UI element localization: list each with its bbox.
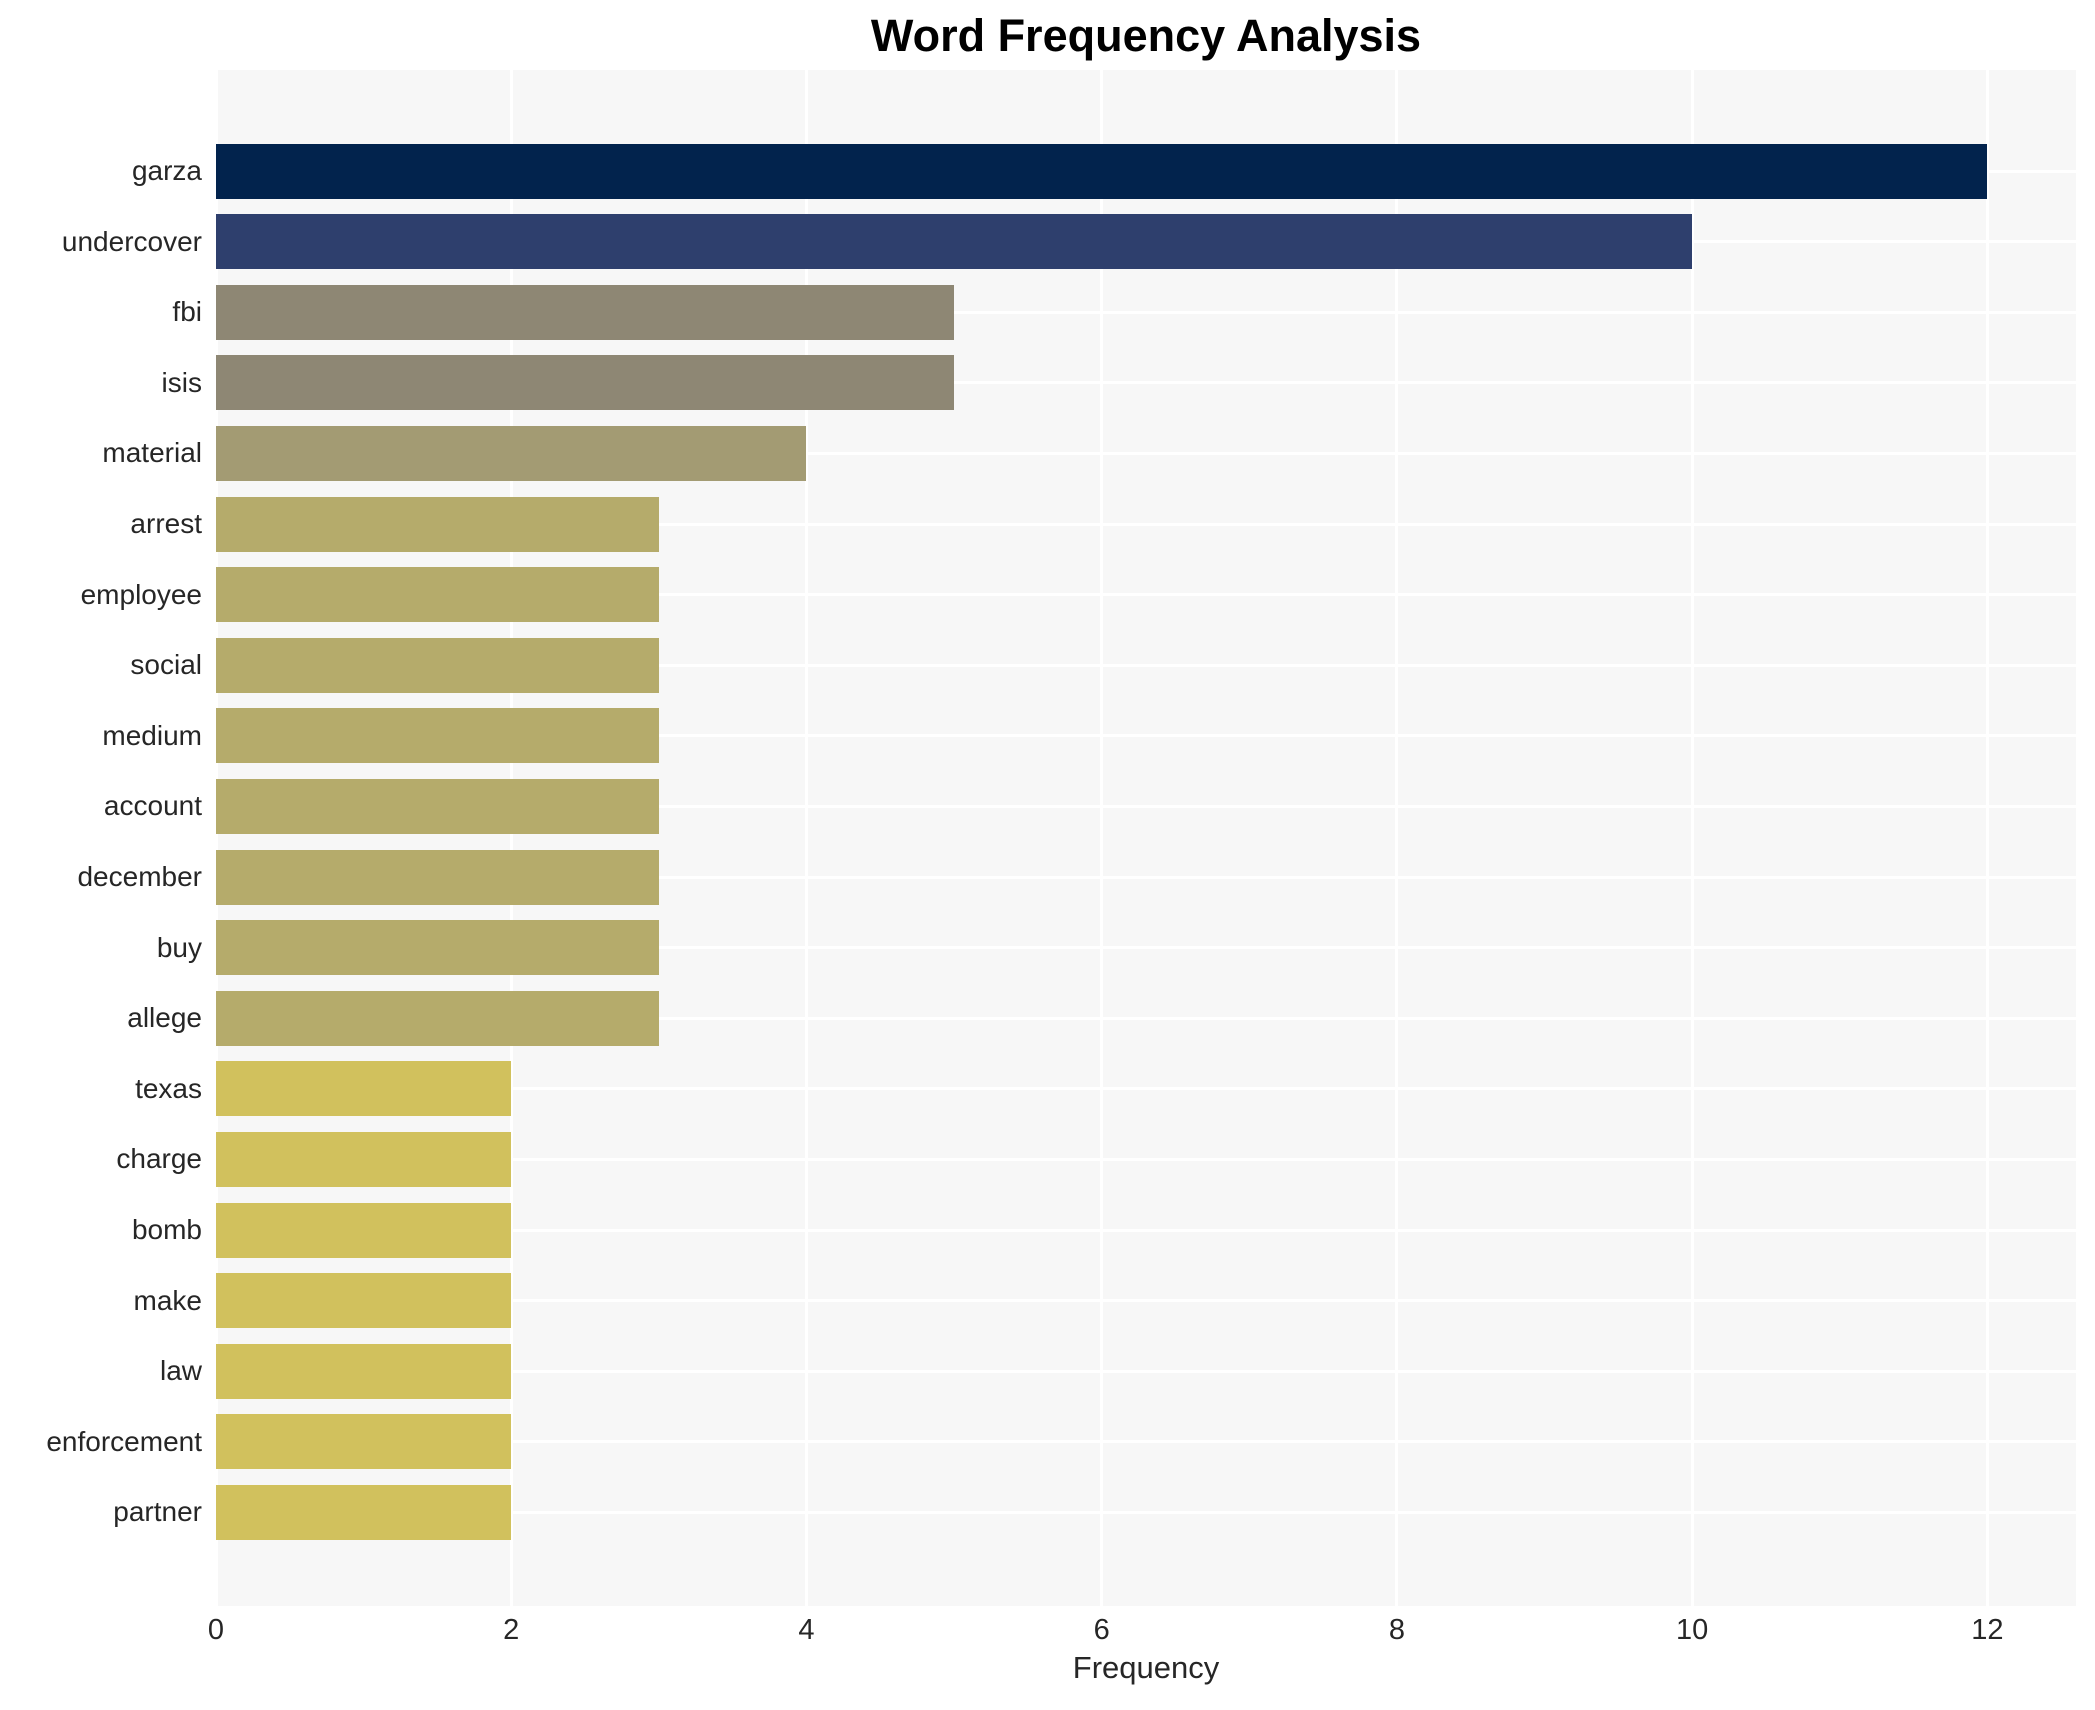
bar-charge <box>216 1131 512 1187</box>
v-gridline <box>1985 70 1989 1606</box>
v-gridline <box>1100 70 1104 1606</box>
h-gridline <box>216 1440 2076 1444</box>
bar-isis <box>216 355 955 411</box>
x-tick-label: 10 <box>1676 1614 1709 1646</box>
y-tick-label: garza <box>131 155 202 186</box>
y-tick-label: medium <box>102 719 202 751</box>
h-gridline <box>216 1157 2076 1161</box>
x-tick-label: 4 <box>798 1614 815 1646</box>
y-tick-label: fbi <box>172 296 202 328</box>
x-tick-label: 6 <box>1093 1614 1110 1646</box>
h-gridline <box>216 663 2076 667</box>
y-tick-label: social <box>130 649 202 681</box>
h-gridline <box>216 310 2076 314</box>
bar-make <box>216 1273 512 1329</box>
bar-enforcement <box>216 1414 512 1470</box>
v-gridline <box>1395 70 1399 1606</box>
y-tick-label: partner <box>113 1496 202 1528</box>
bar-undercover <box>216 214 1693 270</box>
h-gridline <box>216 593 2076 597</box>
bar-law <box>216 1343 512 1399</box>
y-tick-label: law <box>159 1355 202 1387</box>
y-tick-label: isis <box>161 366 202 398</box>
bar-arrest <box>216 496 659 552</box>
bar-social <box>216 637 659 693</box>
v-gridline <box>804 70 808 1606</box>
v-gridline <box>216 70 218 1606</box>
y-tick-label: enforcement <box>46 1425 202 1457</box>
h-gridline <box>216 381 2076 385</box>
h-gridline <box>216 1228 2076 1232</box>
h-gridline <box>216 1087 2076 1091</box>
h-gridline <box>216 1510 2076 1514</box>
bar-fbi <box>216 284 955 340</box>
bar-account <box>216 778 659 834</box>
h-gridline <box>216 1299 2076 1303</box>
chart-title: Word Frequency Analysis <box>870 10 1422 61</box>
plot-area <box>216 70 2076 1606</box>
bar-medium <box>216 708 659 764</box>
bar-buy <box>216 920 659 976</box>
y-tick-label: december <box>77 861 202 892</box>
h-gridline <box>216 1016 2076 1020</box>
bar-partner <box>216 1484 512 1540</box>
y-tick-label: undercover <box>61 225 202 257</box>
v-gridline <box>509 70 513 1606</box>
y-tick-label: buy <box>156 931 202 963</box>
bar-bomb <box>216 1202 512 1258</box>
bar-december <box>216 849 659 905</box>
x-tick-label: 0 <box>207 1614 225 1646</box>
y-tick-label: make <box>133 1284 202 1316</box>
y-tick-label: bomb <box>131 1214 202 1245</box>
h-gridline <box>216 875 2076 879</box>
y-tick-label: arrest <box>130 508 202 539</box>
x-axis-title: Frequency <box>1072 1650 1220 1685</box>
y-tick-label: allege <box>127 1002 202 1034</box>
x-tick-label: 2 <box>503 1614 520 1646</box>
y-tick-label: account <box>103 790 202 822</box>
v-gridline <box>1690 70 1694 1606</box>
bar-texas <box>216 1061 512 1117</box>
x-tick-label: 8 <box>1388 1614 1406 1646</box>
h-gridline <box>216 946 2076 950</box>
h-gridline <box>216 804 2076 808</box>
x-tick-label: 12 <box>1971 1614 2004 1646</box>
y-tick-label: texas <box>135 1072 202 1104</box>
h-gridline <box>216 734 2076 738</box>
h-gridline <box>216 451 2076 455</box>
bar-material <box>216 425 807 481</box>
y-tick-label: charge <box>116 1143 202 1175</box>
bar-garza <box>216 143 1988 199</box>
h-gridline <box>216 1369 2076 1373</box>
y-tick-label: material <box>102 437 202 469</box>
bar-employee <box>216 567 659 623</box>
bar-allege <box>216 990 659 1046</box>
h-gridline <box>216 522 2076 526</box>
y-tick-label: employee <box>80 578 202 610</box>
